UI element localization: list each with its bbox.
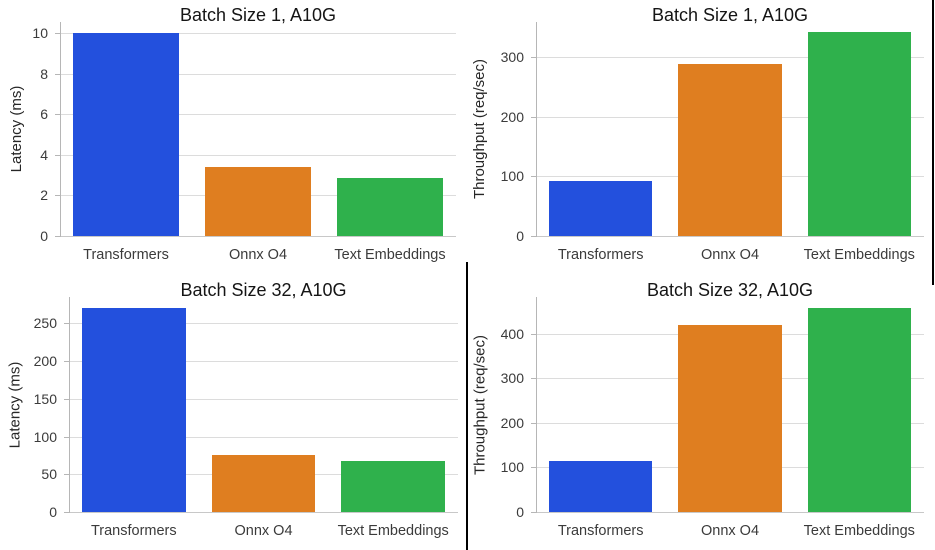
gridline	[60, 154, 456, 156]
x-tick-label: Text Embeddings	[803, 523, 915, 539]
gridline	[69, 398, 458, 400]
y-tick-label: 400	[500, 325, 524, 342]
y-tick-label: 300	[500, 370, 524, 387]
y-tick-mark	[531, 176, 536, 178]
y-axis-spine	[60, 22, 61, 237]
x-tick-label: Transformers	[90, 523, 177, 539]
x-tick-label: Transformers	[557, 523, 644, 539]
y-tick-mark	[64, 436, 69, 438]
y-tick-mark	[531, 467, 536, 469]
y-tick-mark	[531, 57, 536, 59]
y-tick-label: 200	[500, 414, 524, 431]
y-tick-label: 200	[500, 108, 524, 125]
y-tick-mark	[64, 398, 69, 400]
gridline	[69, 361, 458, 363]
y-tick-label: 100	[500, 168, 524, 185]
y-tick-mark	[55, 236, 60, 237]
gridline	[536, 57, 924, 59]
bar-transformers	[548, 181, 653, 236]
gridline	[60, 114, 456, 116]
x-tick-label: Text Embeddings	[334, 247, 446, 263]
x-axis-baseline	[536, 236, 924, 237]
gridline	[60, 33, 456, 35]
bar-onnx-o4	[205, 167, 311, 236]
y-axis-spine	[536, 22, 537, 237]
y-tick-label: 6	[40, 106, 48, 123]
chart-panel-batch1-throughput: Batch Size 1, A10G Throughput (req/sec) …	[467, 0, 935, 275]
y-tick-label: 300	[500, 49, 524, 66]
y-tick-label: 100	[500, 459, 524, 476]
bar-text-embeddings	[807, 32, 912, 236]
y-tick-label: 0	[516, 228, 524, 244]
y-tick-mark	[531, 116, 536, 118]
y-tick-mark	[64, 361, 69, 363]
chart-title: Batch Size 1, A10G	[651, 5, 809, 25]
y-tick-mark	[55, 114, 60, 116]
y-tick-label: 4	[40, 146, 48, 163]
x-axis-baseline	[536, 512, 924, 513]
y-tick-label: 0	[49, 504, 57, 520]
x-axis-baseline	[60, 236, 456, 237]
chart-title: Batch Size 32, A10G	[646, 280, 814, 300]
y-tick-mark	[531, 422, 536, 424]
chart-title: Batch Size 1, A10G	[179, 5, 337, 25]
chart-panel-batch32-latency: Batch Size 32, A10G Latency (ms) 0 50 100 1…	[0, 275, 467, 550]
y-tick-label: 0	[516, 504, 524, 520]
x-tick-label: Transformers	[83, 247, 169, 263]
y-tick-mark	[55, 195, 60, 197]
x-axis-baseline	[69, 512, 458, 513]
y-tick-label: 100	[33, 428, 57, 445]
x-tick-label: Transformers	[557, 247, 644, 263]
y-tick-label: 50	[41, 466, 57, 483]
chart-title: Batch Size 32, A10G	[180, 280, 347, 300]
y-tick-mark	[64, 512, 69, 513]
bar-transformers	[548, 461, 653, 512]
y-tick-mark	[531, 333, 536, 335]
x-tick-label: Text Embeddings	[803, 247, 915, 263]
y-tick-mark	[55, 33, 60, 35]
y-tick-mark	[531, 512, 536, 513]
y-tick-mark	[531, 378, 536, 380]
bar-onnx-o4	[678, 64, 782, 236]
gridline	[69, 436, 458, 438]
x-tick-label: Onnx O4	[700, 523, 760, 539]
bar-text-embeddings	[337, 178, 443, 236]
y-tick-label: 10	[32, 25, 48, 42]
gridline	[69, 323, 458, 325]
y-tick-label: 200	[33, 353, 57, 370]
y-tick-mark	[531, 236, 536, 237]
y-tick-mark	[64, 323, 69, 325]
y-axis-spine	[536, 297, 537, 513]
chart-panel-batch1-latency: Batch Size 1, A10G Latency (ms) 0 2 4 6 8 10 T…	[0, 0, 467, 275]
bar-onnx-o4	[211, 455, 316, 512]
y-tick-label: 150	[33, 390, 57, 407]
x-tick-label: Onnx O4	[700, 247, 760, 263]
divider-vertical-center-bottom	[466, 262, 468, 550]
y-tick-mark	[55, 73, 60, 75]
y-tick-mark	[55, 154, 60, 156]
bar-onnx-o4	[678, 325, 782, 512]
bar-text-embeddings	[341, 461, 445, 512]
y-tick-label: 2	[40, 187, 48, 204]
y-axis-spine	[69, 297, 70, 513]
divider-vertical-right-top	[932, 0, 934, 285]
y-tick-mark	[64, 474, 69, 476]
x-tick-label: Onnx O4	[228, 247, 288, 263]
y-tick-label: 8	[40, 65, 48, 82]
x-tick-label: Text Embeddings	[337, 523, 449, 539]
x-tick-label: Onnx O4	[234, 523, 293, 539]
chart-panel-batch32-throughput: Batch Size 32, A10G Throughput (req/sec)…	[467, 275, 935, 550]
bar-text-embeddings	[807, 308, 912, 512]
y-tick-label: 0	[40, 228, 48, 244]
gridline	[60, 73, 456, 75]
bar-transformers	[73, 33, 179, 236]
y-tick-label: 250	[33, 315, 57, 332]
bar-transformers	[82, 308, 186, 512]
